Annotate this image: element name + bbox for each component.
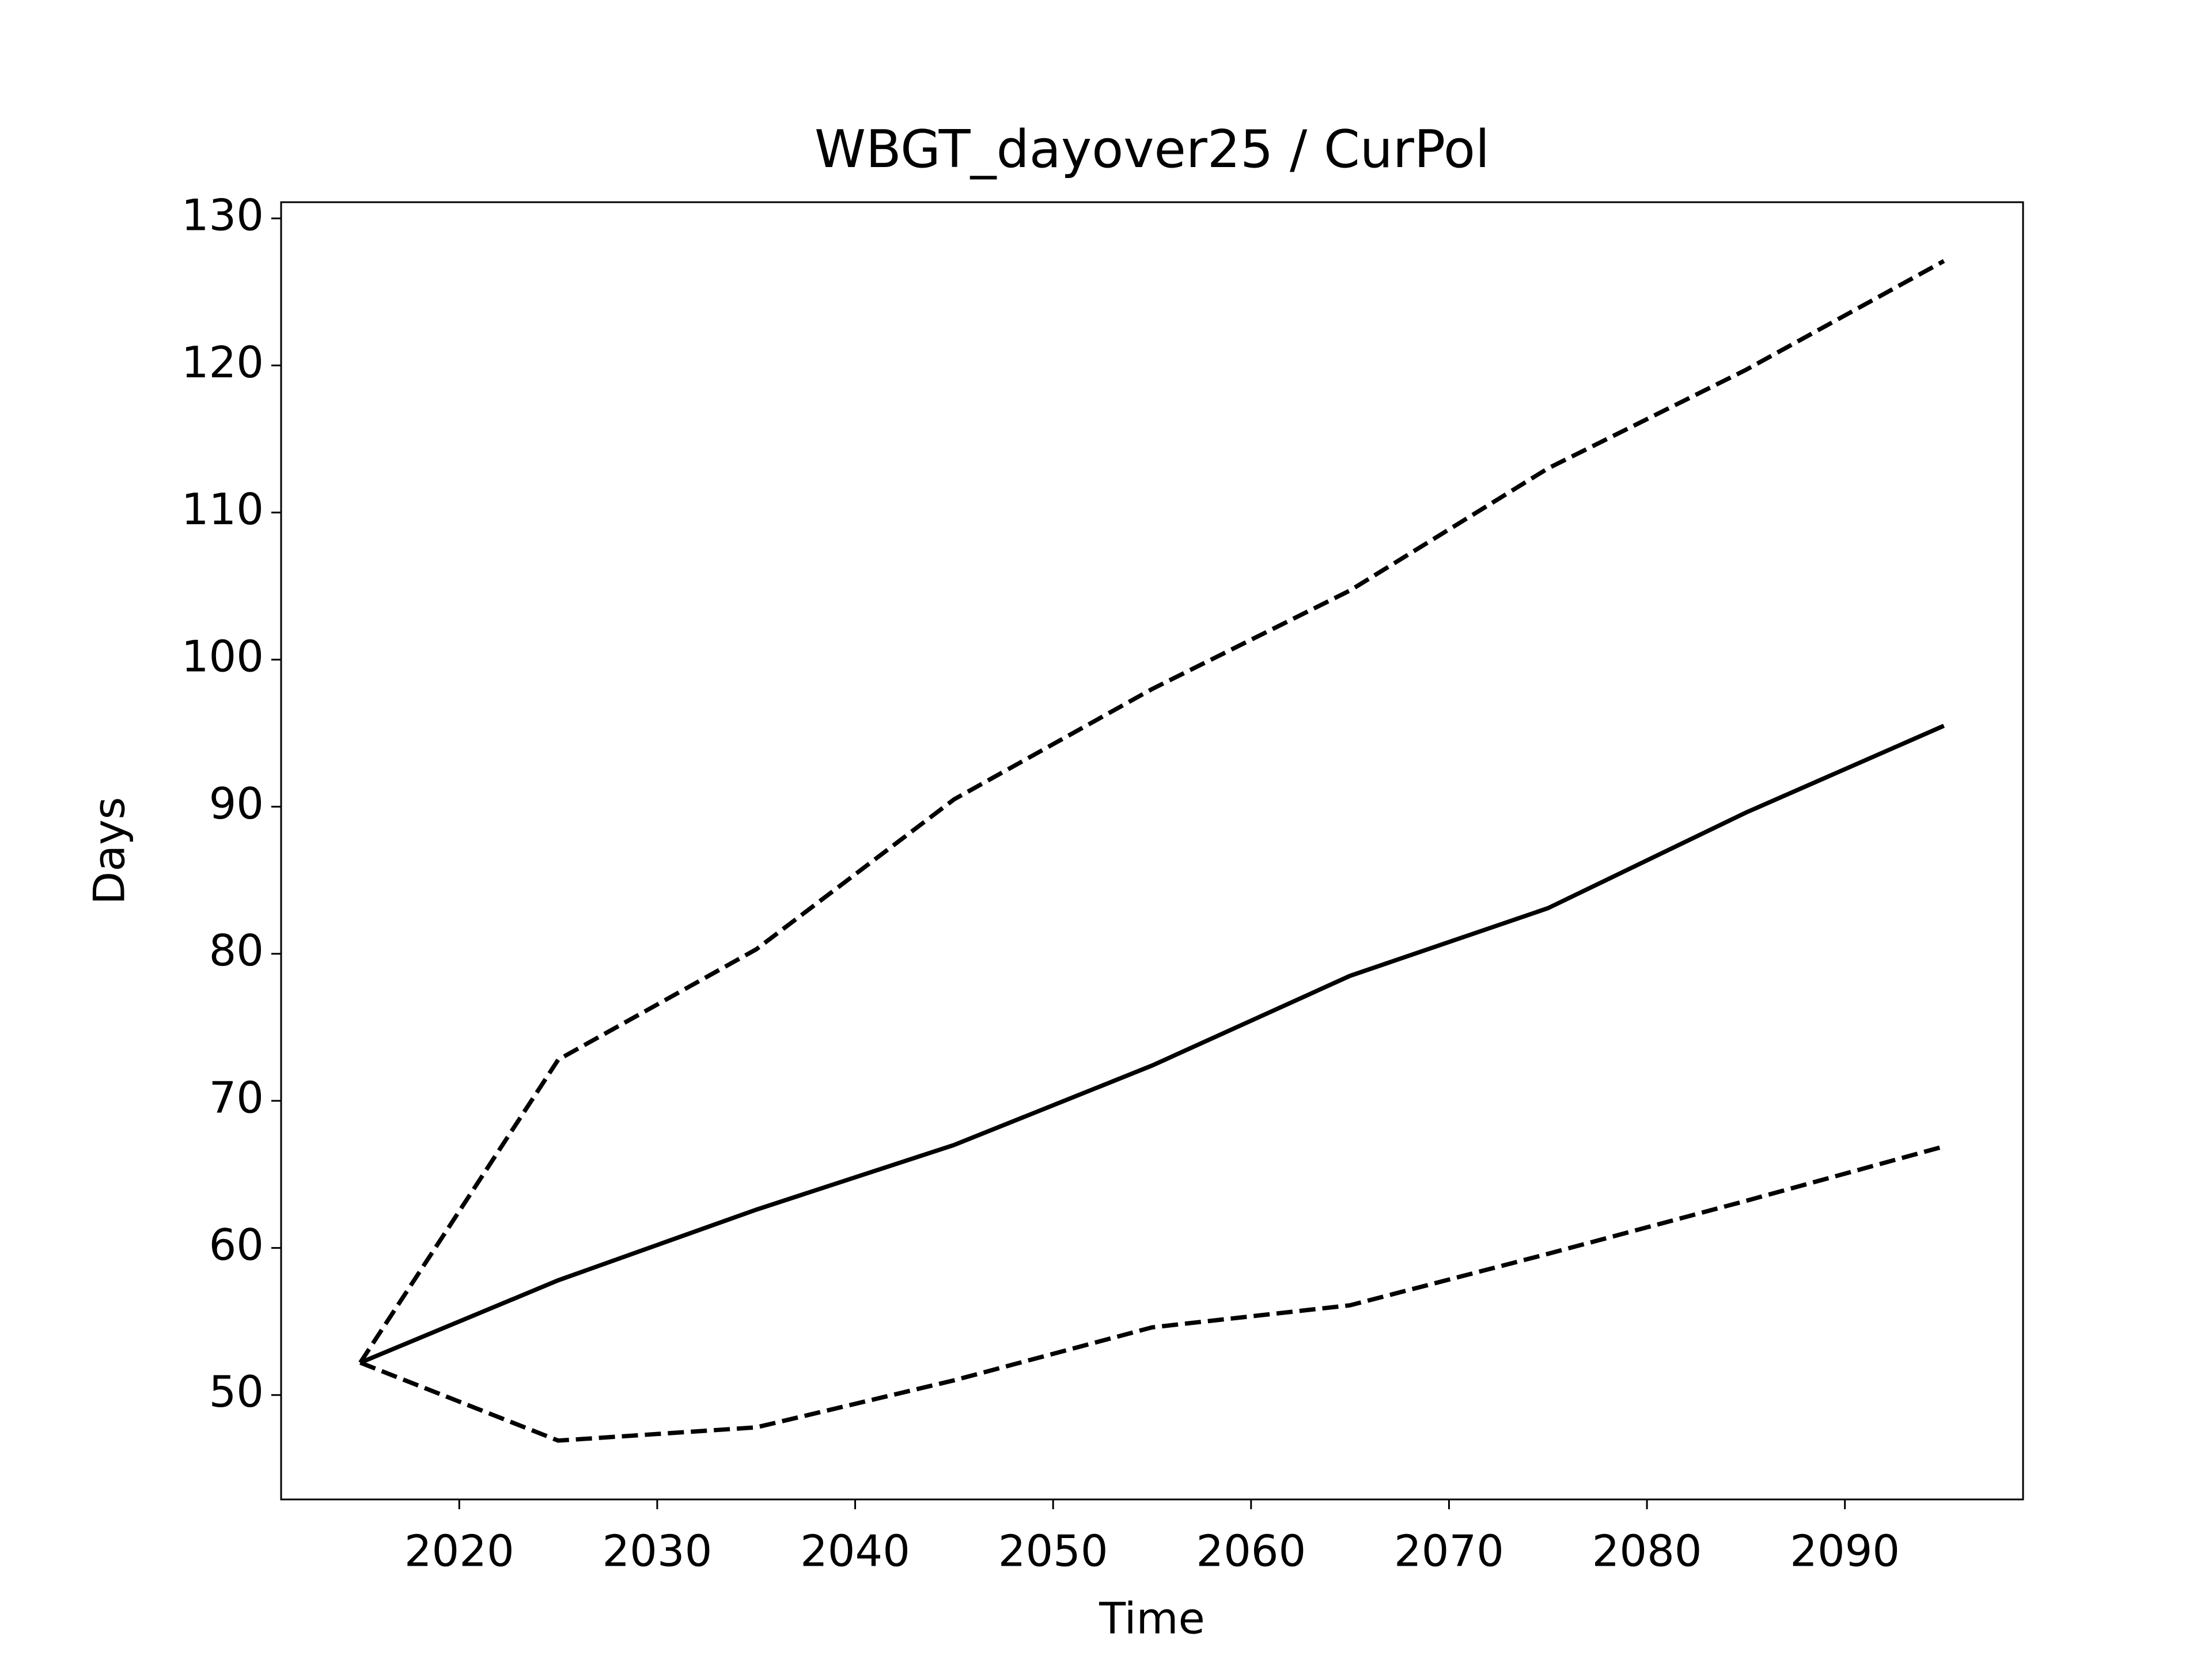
x-tick-label: 2060 (1196, 1526, 1306, 1577)
series-line (358, 259, 1945, 1364)
x-tick-label: 2020 (404, 1526, 514, 1577)
y-tick-label: 120 (181, 337, 264, 388)
x-tick-label: 2050 (998, 1526, 1108, 1577)
y-tick-label: 110 (181, 484, 264, 535)
x-tick-label: 2090 (1790, 1526, 1900, 1577)
y-tick-label: 130 (181, 190, 264, 241)
x-tick-label: 2080 (1592, 1526, 1702, 1577)
x-axis-label: Time (1099, 1593, 1205, 1644)
x-tick-label: 2040 (800, 1526, 910, 1577)
x-tick-label: 2070 (1394, 1526, 1504, 1577)
plot-frame (280, 201, 2024, 1501)
y-axis-label: Days (84, 797, 135, 904)
y-tick-label: 90 (209, 778, 264, 829)
series-line (359, 1144, 1945, 1443)
y-tick-label: 60 (209, 1219, 264, 1270)
series-line (359, 724, 1945, 1365)
y-tick-label: 70 (209, 1073, 264, 1123)
y-tick-label: 100 (181, 631, 264, 682)
y-tick-label: 80 (209, 925, 264, 976)
y-tick-label: 50 (209, 1366, 264, 1417)
chart-title: WBGT_dayover25 / CurPol (815, 119, 1490, 180)
x-tick-label: 2030 (602, 1526, 712, 1577)
